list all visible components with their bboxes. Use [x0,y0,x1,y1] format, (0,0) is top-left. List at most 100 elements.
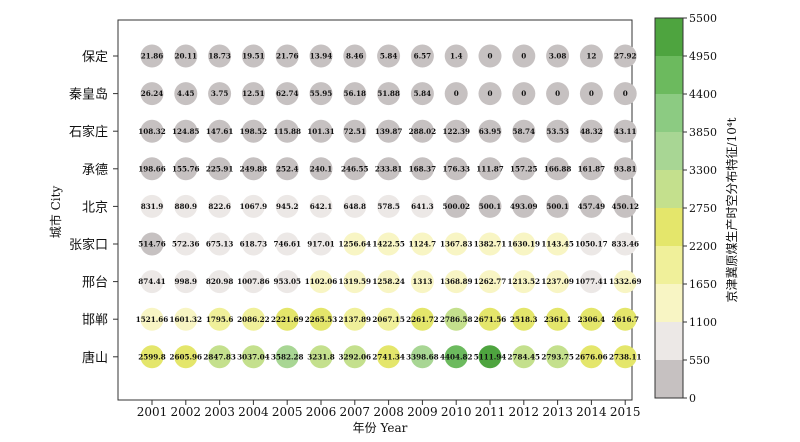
bubble-point [140,119,164,143]
bubble-value-label: 2599.8 [138,352,166,361]
colorbar-tick-label: 2200 [689,240,717,253]
bubble-value-label: 500.1 [546,202,569,211]
y-tick-label: 邢台 [82,276,108,291]
bubble-point [579,82,603,106]
x-tick-label: 2012 [509,405,540,419]
bubble-point [174,194,198,218]
bubble-point [444,270,468,294]
bubble-point [613,194,637,218]
bubble-value-label: 0 [555,89,560,98]
bubble-value-label: 56.18 [344,89,367,98]
bubble-value-label: 2605.96 [170,352,203,361]
bubble-point [309,194,333,218]
bubble-value-label: 176.33 [442,164,470,173]
bubble-value-label: 1213.52 [508,277,541,286]
bubble-value-label: 3231.8 [307,352,335,361]
bubble-value-label: 2067.15 [372,315,405,324]
bubble-point [512,194,536,218]
bubble-value-label: 12.51 [242,89,265,98]
bubble-value-label: 831.9 [141,202,164,211]
bubble-value-label: 252.4 [276,164,299,173]
bubble-point [343,194,367,218]
bubble-value-label: 2616.7 [611,315,639,324]
bubble-value-label: 63.95 [479,127,502,136]
x-tick-label: 2007 [340,405,371,419]
bubble-value-label: 1367.83 [440,240,473,249]
bubble-point [241,232,265,256]
bubble-layer: 21.86 20.11 18.73 19.51 21.76 13.94 8.46 5.84 6.… [136,44,642,369]
bubble-point [613,345,637,369]
bubble-point [208,82,232,106]
colorbar-tick-label: 3850 [689,126,717,139]
bubble-value-label: 1102.06 [305,277,338,286]
bubble-point [579,157,603,181]
bubble-point [309,270,333,294]
bubble-value-label: 953.05 [273,277,301,286]
x-tick-label: 2002 [171,405,202,419]
bubble-point [546,232,570,256]
bubble-point [309,307,333,331]
bubble-point [377,307,401,331]
bubble-value-label: 21.76 [276,52,299,61]
bubble-value-label: 147.61 [206,127,234,136]
bubble-point [546,270,570,294]
bubble-point [241,157,265,181]
bubble-value-label: 2676.06 [575,352,608,361]
bubble-value-label: 5111.94 [474,352,507,361]
bubble-value-label: 225.91 [206,164,234,173]
bubble-value-label: 648.8 [344,202,367,211]
bubble-point [208,194,232,218]
bubble-value-label: 1313 [412,277,432,286]
bubble-value-label: 1256.64 [339,240,372,249]
bubble-value-label: 2671.56 [474,315,507,324]
colorbar-segment [655,170,683,208]
bubble-point [275,194,299,218]
bubble-point [377,157,401,181]
y-tick-label: 承德 [82,163,108,178]
bubble-point [546,119,570,143]
bubble-point [613,232,637,256]
bubble-point [275,157,299,181]
bubble-value-label: 3582.28 [271,352,304,361]
bubble-point [512,119,536,143]
bubble-value-label: 4.45 [177,89,195,98]
bubble-point [613,44,637,68]
bubble-point [579,270,603,294]
bubble-value-label: 578.5 [377,202,400,211]
bubble-point [444,307,468,331]
bubble-value-label: 1237.09 [541,277,574,286]
bubble-value-label: 1422.55 [372,240,405,249]
bubble-point [512,82,536,106]
colorbar-tick-label: 550 [689,354,710,367]
bubble-point [140,270,164,294]
bubble-point [377,232,401,256]
colorbar-tick-label: 0 [689,392,696,405]
bubble-point [174,307,198,331]
bubble-point [579,44,603,68]
bubble-value-label: 1262.77 [474,277,507,286]
bubble-point [174,119,198,143]
colorbar-segment [655,322,683,360]
bubble-point [309,232,333,256]
bubble-value-label: 2306.4 [578,315,606,324]
bubble-point [377,345,401,369]
bubble-point [343,82,367,106]
bubble-value-label: 1332.69 [609,277,642,286]
bubble-point [478,345,502,369]
bubble-value-label: 5.84 [414,89,432,98]
colorbar-segment [655,284,683,322]
bubble-point [377,194,401,218]
bubble-point [444,157,468,181]
bubble-point [377,119,401,143]
bubble-point [174,232,198,256]
bubble-value-label: 2518.3 [510,315,538,324]
bubble-value-label: 1050.17 [575,240,608,249]
bubble-value-label: 246.55 [341,164,369,173]
bubble-point [241,82,265,106]
bubble-point [275,119,299,143]
bubble-value-label: 124.85 [172,127,200,136]
bubble-point [410,307,434,331]
bubble-value-label: 1143.45 [541,240,574,249]
